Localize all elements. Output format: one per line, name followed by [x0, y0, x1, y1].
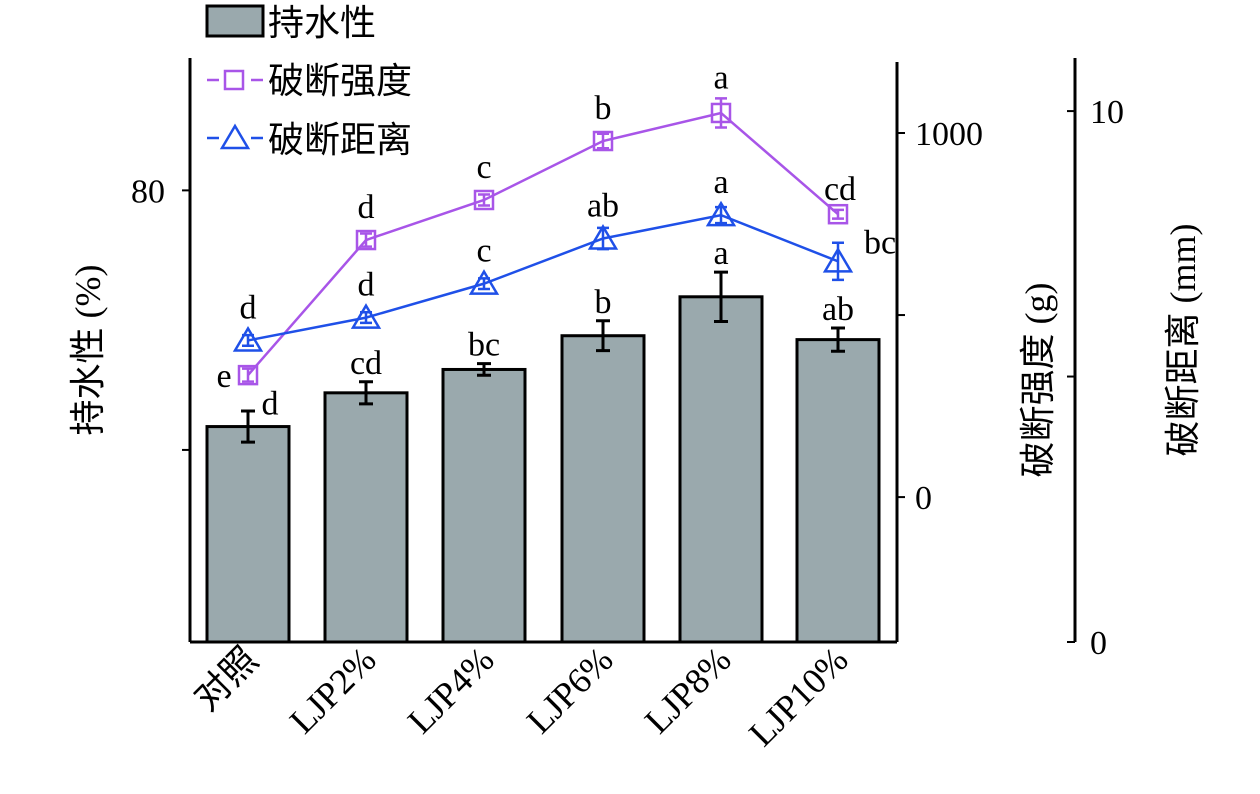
middle-tick-label: 0 — [915, 480, 932, 517]
bar — [560, 334, 646, 644]
significance-label: e — [216, 358, 231, 395]
bar-significance-label: bc — [468, 327, 500, 364]
square-marker — [710, 102, 732, 124]
bar-error-bar — [241, 409, 255, 444]
left-axis-label: 持水性 (%) — [68, 265, 108, 436]
middle-axis-label: 破断强度 (g) — [1018, 283, 1058, 478]
square-marker — [473, 189, 495, 211]
significance-label: d — [358, 189, 375, 226]
error-bar — [715, 205, 727, 225]
bar-significance-label: a — [713, 235, 728, 272]
right-axis-label: 破断距离 (mm) — [1163, 224, 1203, 457]
significance-label: d — [240, 289, 257, 326]
square-marker — [355, 229, 377, 251]
square-marker — [592, 130, 614, 152]
bar — [795, 338, 881, 644]
significance-label: bc — [864, 224, 896, 261]
bar-significance-label: d — [262, 386, 279, 423]
left-tick-label: 80 — [131, 173, 165, 210]
legend-label: 持水性 — [268, 3, 376, 43]
significance-label: a — [713, 164, 728, 201]
x-tick-label: LJP8% — [637, 639, 739, 741]
x-tick-label: LJP6% — [519, 639, 621, 741]
bar-error-bar — [714, 270, 728, 323]
error-bar — [242, 367, 254, 383]
square-marker — [827, 203, 849, 225]
bar — [441, 367, 527, 644]
significance-label: ab — [587, 188, 619, 225]
significance-label: a — [713, 59, 728, 96]
right-tick-label: 10 — [1090, 94, 1124, 131]
bar-significance-label: cd — [350, 345, 382, 382]
error-bar — [360, 232, 372, 248]
bar-error-bar — [359, 380, 373, 406]
x-tick-label: LJP2% — [282, 639, 384, 741]
error-bar — [478, 193, 490, 207]
legend-label: 破断距离 — [268, 120, 412, 160]
bar-error-bar — [477, 362, 491, 377]
legend-bar-swatch — [205, 4, 265, 38]
legend-square-icon — [223, 69, 245, 91]
triangle-series-line — [247, 213, 839, 342]
significance-label: d — [358, 267, 375, 304]
triangle-marker — [587, 224, 619, 250]
triangle-marker — [468, 269, 500, 295]
error-bar — [597, 132, 609, 150]
square-marker — [237, 364, 259, 386]
x-tick-label: LJP4% — [400, 639, 502, 741]
triangle-marker — [350, 303, 382, 329]
x-tick-label: LJP10% — [741, 639, 856, 754]
bar-significance-label: b — [595, 284, 612, 321]
square-series-line — [247, 111, 839, 376]
middle-tick-label: 1000 — [915, 116, 983, 153]
triangle-marker — [822, 246, 854, 273]
x-tick-label: 对照 — [186, 639, 265, 718]
triangle-marker — [232, 325, 264, 352]
significance-label: c — [476, 233, 491, 270]
bar — [205, 425, 291, 644]
legend-label: 破断强度 — [268, 61, 412, 101]
significance-label: b — [595, 90, 612, 127]
legend-triangle-icon — [219, 123, 251, 150]
triangle-marker — [705, 200, 737, 227]
bar — [323, 391, 409, 644]
significance-label: cd — [824, 171, 856, 208]
error-bar — [832, 208, 844, 220]
significance-label: c — [476, 149, 491, 186]
bar — [678, 295, 764, 644]
right-tick-label: 0 — [1090, 625, 1107, 662]
bar-significance-label: ab — [822, 291, 854, 328]
bar-error-bar — [831, 326, 845, 353]
bar-error-bar — [596, 319, 610, 353]
